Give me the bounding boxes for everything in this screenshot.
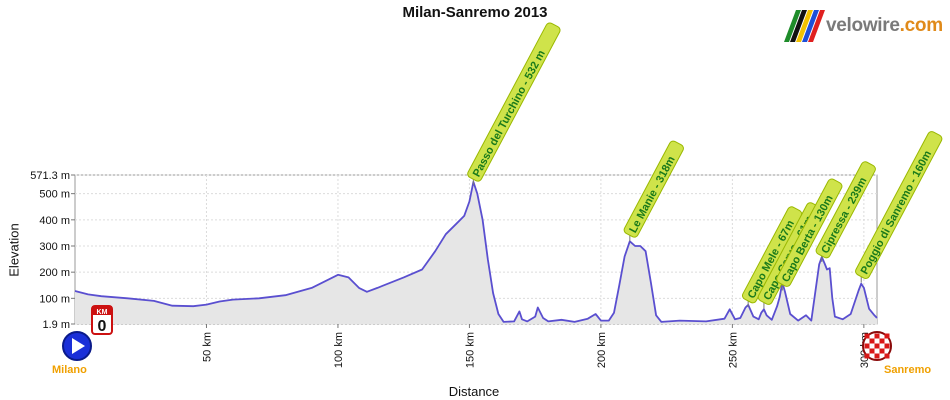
brand-name: velowire [826,15,900,36]
finish-flag-square [869,348,875,354]
km-marker-value: 0 [98,318,107,335]
climb-label: Passo del Turchino - 532 m [467,22,561,182]
km-marker-band [92,306,112,315]
climb-label-bg [855,131,943,280]
y-tick-label: 200 m [39,267,70,279]
velowire-logo[interactable]: velowire.com [770,8,945,42]
climb-label-bg [776,178,843,287]
km-marker-label: KM [97,309,108,316]
y-tick-label: 100 m [39,293,70,305]
chart-title: Milan-Sanremo 2013 [402,4,548,21]
finish-flag-square [874,353,880,359]
finish-flag-square [884,353,890,359]
rainbow-stripes-icon [784,10,825,42]
finish-flag-square [879,338,885,344]
finish-flag-square [864,333,870,339]
finish-flag-square [864,343,870,349]
climb-label-bg [815,161,876,259]
finish-flag-square [884,343,890,349]
y-tick-label: 300 m [39,241,70,253]
brand-wordmark: velowire.com [826,15,943,37]
y-tick-label: 500 m [39,189,70,201]
finish-flag-square [884,333,890,339]
brand-tld: .com [899,15,943,36]
y-tick-label: 1.9 m [42,319,70,331]
finish-flag-square [879,348,885,354]
x-tick-label: 250 km [727,332,739,368]
climb-label-text: Passo del Turchino - 532 m [471,48,548,179]
x-tick-label: 100 km [333,332,345,368]
stripe-black [790,10,807,42]
finish-flag-square [874,343,880,349]
finish-flag-square [869,338,875,344]
finish-flag-square [874,333,880,339]
elevation-area [75,181,877,324]
start-play-arrow [72,338,85,354]
x-tick-label: 200 km [596,332,608,368]
elevation-line [74,181,878,323]
x-tick-label: 150 km [464,332,476,368]
y-tick-label: 571.3 m [30,170,70,182]
x-tick-label: 50 km [201,332,213,362]
climb-label-bg [467,22,561,182]
start-label: Milano [52,364,87,376]
stripe-green [784,10,801,42]
stripe-red [808,10,825,42]
stripe-yellow [796,10,813,42]
stripe-blue [802,10,819,42]
x-axis-label: Distance [448,384,500,399]
finish-flag-square [864,353,870,359]
climb-label-bg [623,140,684,238]
y-tick-label: 400 m [39,215,70,227]
finish-label: Sanremo [884,364,932,376]
